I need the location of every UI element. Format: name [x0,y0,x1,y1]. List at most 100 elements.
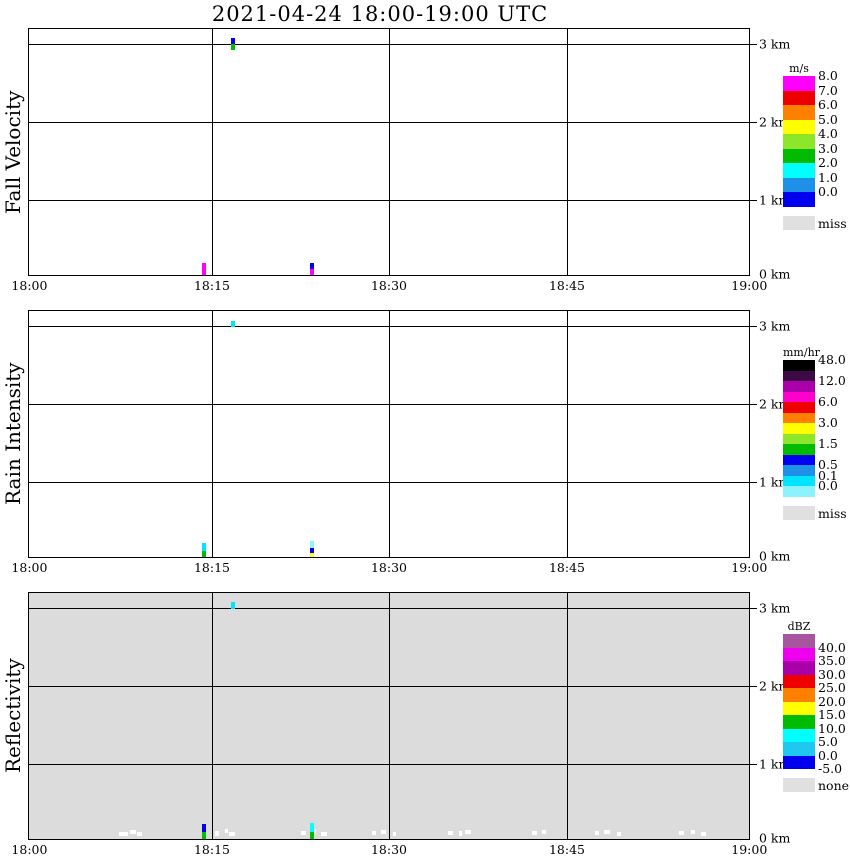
x-tick-label: 18:30 [370,278,408,293]
data-marker [310,263,314,269]
colorbar-tick-label: 5.0 [818,734,838,750]
colorbar-band [783,661,815,675]
plot-panel-rain-intensity [28,310,750,558]
colorbar-tick-label: 8.0 [818,68,838,84]
colorbar-miss-swatch [783,215,815,230]
colorbar-tick-label: 30.0 [818,666,846,682]
colorbar-rain-intensity: mm/hr 48.0 12.0 6.0 3.0 1.5 0.5 0.1 0.0 miss [783,346,849,521]
colorbar-tick-label: 7.0 [818,82,838,98]
colorbar-band [783,370,815,381]
gridline-1830 [389,311,390,557]
colorbar-tick-label: 0.0 [818,747,838,763]
colorbar-none-label: none [818,778,850,793]
colorbar-none-swatch [783,778,815,792]
y-tick-label: 2 km [759,396,791,412]
colorbar-tick-label: 2.0 [818,155,838,171]
data-marker [231,602,235,609]
colorbar-tick-label: 12.0 [818,373,846,389]
colorbar-band [783,423,815,434]
colorbar-band [783,755,815,769]
x-tick-label: 18:30 [370,842,408,857]
x-tick-label: 18:30 [370,560,408,575]
x-tick-label: 19:00 [731,278,768,293]
colorbar-tick-label: 4.0 [818,126,838,142]
plot-panel-reflectivity [28,592,750,840]
colorbar-tick-label: 6.0 [818,97,838,113]
gridline-1845 [567,29,568,275]
colorbar-band [783,444,815,455]
x-tick-label: 18:45 [548,560,586,575]
y-tick-label: 1 km [759,474,791,490]
colorbar-band [783,634,815,648]
colorbar-band [783,486,815,497]
data-marker [310,548,314,553]
colorbar-band [783,163,815,178]
colorbar-band [783,105,815,120]
colorbar-band [783,647,815,661]
x-tick-label: 18:45 [548,278,586,293]
gridline-1815 [212,29,213,275]
colorbar-band [783,742,815,756]
y-axis-fall-velocity: 3 km 2 km 1 km 0 km [750,28,848,282]
colorbar-band [783,192,815,207]
colorbar-band [783,148,815,163]
colorbar-band [783,134,815,149]
x-axis-rain-intensity: 18:00 18:15 18:30 18:45 19:00 [0,560,850,578]
data-marker [310,823,314,832]
colorbar-band [783,391,815,402]
data-marker [202,832,206,839]
gridline-1815 [212,593,213,839]
colorbar-band [783,688,815,702]
panel-label-reflectivity: Reflectivity [1,658,25,774]
y-axis-reflectivity: 3 km 2 km 1 km 0 km [750,592,848,846]
colorbar-reflectivity: dBZ 40.0 35.0 30.0 25.0 20.0 15.0 10.0 5.0 0.0 -5… [783,620,850,793]
gridline-1830 [389,29,390,275]
y-tick-label: 0 km [759,830,791,846]
colorbar-band [783,728,815,742]
data-marker [310,553,314,557]
colorbar-band [783,674,815,688]
colorbar-band [783,119,815,134]
data-marker [202,824,206,832]
colorbar-tick-label: 1.5 [818,436,838,452]
data-marker [231,44,235,50]
gridline-1845 [567,311,568,557]
panel-label-rain-intensity: Rain Intensity [1,362,25,506]
colorbar-band [783,90,815,105]
x-axis-reflectivity: 18:00 18:15 18:30 18:45 19:00 [0,842,850,860]
colorbar-tick-label: 25.0 [818,680,846,696]
colorbar-band [783,360,815,371]
y-tick-label: 3 km [759,36,791,52]
y-tick-label: 2 km [759,114,791,130]
colorbar-tick-label: 0.1 [818,467,838,483]
colorbar-tick-label: 20.0 [818,693,846,709]
panel-label-fall-velocity: Fall Velocity [1,90,25,214]
x-tick-label: 18:00 [11,278,48,293]
data-marker [202,543,206,551]
colorbar-band [783,76,815,91]
x-tick-label: 18:45 [548,842,586,857]
colorbar-unit-label: dBZ [787,620,811,633]
colorbar-tick-label: 0.5 [818,457,838,473]
y-tick-label: 1 km [759,756,791,772]
colorbar-band [783,715,815,729]
colorbar-band [783,465,815,476]
data-marker [202,263,206,275]
colorbar-tick-label: 0.0 [818,478,838,494]
colorbar-band [783,475,815,486]
y-tick-label: 2 km [759,678,791,694]
colorbar-tick-label: 48.0 [818,352,846,368]
colorbar-tick-label: 15.0 [818,707,846,723]
x-tick-label: 18:15 [193,278,231,293]
data-marker [231,321,235,327]
colorbar-tick-label: 10.0 [818,720,846,736]
data-marker [310,832,314,839]
colorbar-band [783,381,815,392]
y-tick-label: 1 km [759,192,791,208]
colorbar-tick-label: 40.0 [818,639,846,655]
data-marker [231,38,235,44]
colorbar-tick-label: 3.0 [818,140,838,156]
colorbar-tick-label: 35.0 [818,653,846,669]
plot-panel-fall-velocity [28,28,750,276]
colorbar-miss-label: miss [818,215,847,231]
